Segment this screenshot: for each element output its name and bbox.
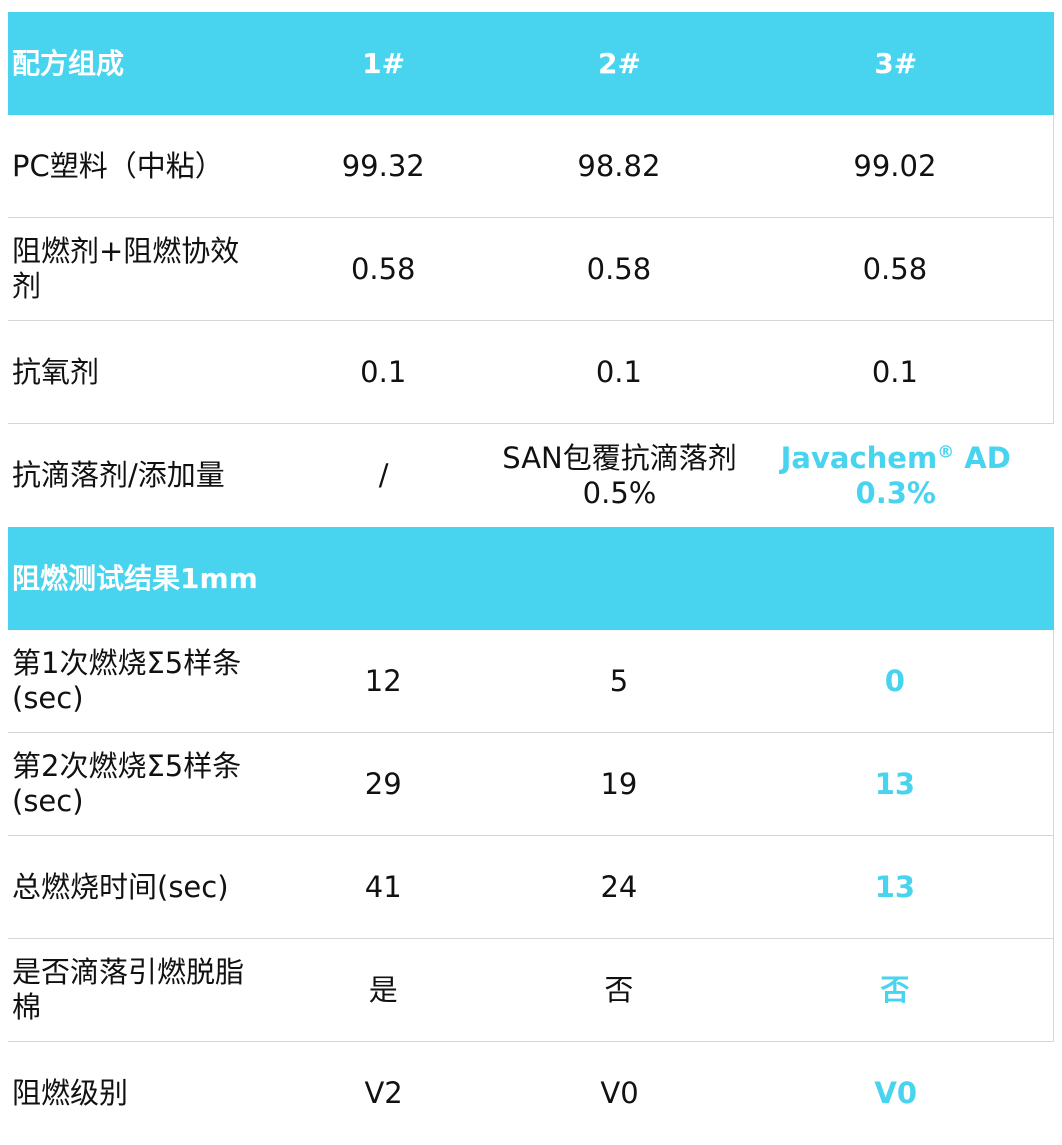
table-row: 第2次燃烧Σ5样条 (sec) 29 19 13 bbox=[8, 733, 1054, 836]
javachem-amount: 0.3% bbox=[855, 475, 936, 510]
row-label: 总燃烧时间(sec) bbox=[12, 869, 229, 904]
cell-value: 12 bbox=[364, 663, 402, 698]
row-label: 是否滴落引燃脱脂棉 bbox=[12, 955, 245, 1024]
header-col-2: 2# bbox=[598, 46, 641, 80]
cell-value: 5 bbox=[609, 663, 629, 698]
cell-value: 19 bbox=[600, 766, 638, 801]
row-label-line1: 第1次燃烧Σ5样条 bbox=[12, 646, 242, 681]
section-header-row: 阻燃测试结果1mm bbox=[8, 527, 1054, 630]
section-title: 阻燃测试结果1mm bbox=[12, 561, 258, 595]
javachem-product-name: Javachem® AD bbox=[737, 441, 1054, 476]
cell-value: 99.02 bbox=[853, 148, 937, 183]
cell-value: V2 bbox=[364, 1076, 403, 1111]
header-col-1: 1# bbox=[362, 46, 406, 80]
cell-value-highlight: 否 bbox=[880, 972, 910, 1007]
row-label: 阻燃级别 bbox=[12, 1076, 129, 1111]
row-label: 抗滴落剂/添加量 bbox=[12, 458, 225, 493]
cell-value: 0.58 bbox=[350, 251, 416, 286]
cell-value-highlight: 13 bbox=[874, 869, 916, 904]
table-row: 总燃烧时间(sec) 41 24 13 bbox=[8, 836, 1054, 939]
row-label: 第1次燃烧Σ5样条 (sec) bbox=[8, 646, 265, 716]
cell-value-san: SAN包覆抗滴落剂 0.5% bbox=[502, 441, 738, 511]
table-row: 第1次燃烧Σ5样条 (sec) 12 5 0 bbox=[8, 630, 1054, 733]
table-row-anti-drip: 抗滴落剂/添加量 / SAN包覆抗滴落剂 0.5% Javachem® AD 0… bbox=[8, 424, 1054, 527]
cell-value: 0.1 bbox=[871, 354, 918, 389]
cell-value-highlight: 13 bbox=[874, 766, 916, 801]
cell-value: V0 bbox=[600, 1076, 639, 1111]
table-row: 是否滴落引燃脱脂棉 是 否 否 bbox=[8, 939, 1054, 1042]
table-header-row: 配方组成 1# 2# 3# bbox=[8, 12, 1054, 115]
table-row: PC塑料（中粘） 99.32 98.82 99.02 bbox=[8, 115, 1054, 218]
cell-value: 98.82 bbox=[577, 148, 661, 183]
cell-value: 0.1 bbox=[595, 354, 642, 389]
row-label: 抗氧剂 bbox=[12, 354, 100, 389]
row-label: PC塑料（中粘） bbox=[12, 148, 224, 183]
header-col-3: 3# bbox=[874, 46, 918, 80]
row-label-line2: (sec) bbox=[12, 681, 84, 715]
header-label: 配方组成 bbox=[12, 46, 125, 80]
cell-value: 是 bbox=[368, 972, 398, 1007]
formulation-table: 配方组成 1# 2# 3# PC塑料（中粘） 99.32 98.82 99.02… bbox=[8, 12, 1054, 1145]
javachem-suffix: AD bbox=[954, 440, 1011, 475]
cell-value-javachem: Javachem® AD 0.3% bbox=[737, 441, 1054, 511]
row-label-line2: (sec) bbox=[12, 784, 84, 818]
cell-value: 24 bbox=[600, 869, 638, 904]
cell-value: 0.58 bbox=[586, 251, 652, 286]
row-label: 第2次燃烧Σ5样条 (sec) bbox=[8, 749, 265, 819]
table-row: 阻燃级别 V2 V0 V0 bbox=[8, 1042, 1054, 1145]
cell-value: 29 bbox=[364, 766, 402, 801]
table-row: 抗氧剂 0.1 0.1 0.1 bbox=[8, 321, 1054, 424]
cell-value-highlight: V0 bbox=[874, 1076, 918, 1111]
javachem-brand: Javachem bbox=[780, 440, 938, 475]
cell-value: 0.58 bbox=[862, 251, 928, 286]
cell-value: 41 bbox=[364, 869, 402, 904]
cell-value: / bbox=[378, 458, 389, 493]
row-label-line1: 第2次燃烧Σ5样条 bbox=[12, 749, 242, 784]
san-agent-amount: 0.5% bbox=[582, 475, 657, 510]
table-row: 阻燃剂+阻燃协效剂 0.58 0.58 0.58 bbox=[8, 218, 1054, 321]
row-label: 阻燃剂+阻燃协效剂 bbox=[12, 234, 240, 303]
cell-value: 99.32 bbox=[341, 148, 425, 183]
cell-value: 0.1 bbox=[360, 354, 407, 389]
cell-value: 否 bbox=[604, 972, 634, 1007]
cell-value-highlight: 0 bbox=[884, 663, 905, 698]
san-agent-name: SAN包覆抗滴落剂 bbox=[502, 440, 737, 475]
registered-mark: ® bbox=[937, 442, 955, 463]
